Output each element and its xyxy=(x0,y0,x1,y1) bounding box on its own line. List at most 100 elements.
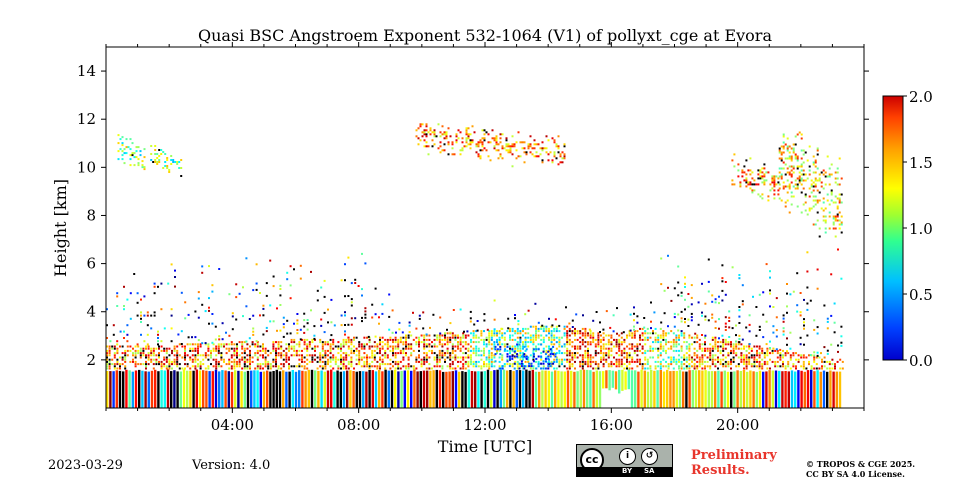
heatmap-cell xyxy=(118,370,122,408)
heatmap-cell xyxy=(399,367,402,370)
heatmap-cell xyxy=(491,129,494,132)
heatmap-cell xyxy=(558,341,561,344)
heatmap-cell xyxy=(537,336,540,339)
heatmap-cell xyxy=(727,354,730,357)
heatmap-cell xyxy=(106,363,108,366)
heatmap-cell xyxy=(508,365,511,368)
heatmap-cell xyxy=(816,179,819,182)
heatmap-cell xyxy=(549,353,552,356)
heatmap-cell xyxy=(455,139,458,142)
heatmap-cell xyxy=(139,347,142,350)
heatmap-cell xyxy=(787,360,790,363)
heatmap-cell xyxy=(384,349,387,352)
heatmap-cell xyxy=(548,360,550,363)
heatmap-cell xyxy=(285,358,288,361)
heatmap-cell xyxy=(624,371,627,390)
heatmap-cell xyxy=(201,271,204,274)
heatmap-cell xyxy=(124,358,127,361)
heatmap-cell xyxy=(587,363,589,366)
heatmap-cell xyxy=(290,354,293,357)
heatmap-cell xyxy=(758,345,761,348)
heatmap-cell xyxy=(470,363,472,366)
heatmap-cell xyxy=(405,354,407,357)
heatmap-cell xyxy=(428,334,431,337)
heatmap-cell xyxy=(511,354,514,357)
heatmap-cell xyxy=(838,199,841,202)
heatmap-cell xyxy=(129,158,132,161)
heatmap-cell xyxy=(504,348,507,351)
heatmap-cell xyxy=(721,277,724,280)
heatmap-cell xyxy=(758,367,761,370)
heatmap-cell xyxy=(262,345,264,348)
heatmap-cell xyxy=(839,367,842,370)
heatmap-cell xyxy=(282,354,285,357)
heatmap-cell xyxy=(381,303,384,306)
heatmap-cell xyxy=(509,345,511,348)
heatmap-cell xyxy=(319,358,322,361)
heatmap-cell xyxy=(280,347,283,350)
heatmap-cell xyxy=(549,365,552,368)
heatmap-cell xyxy=(350,349,353,352)
heatmap-cell xyxy=(646,327,649,330)
heatmap-cell xyxy=(521,141,524,144)
heatmap-cell xyxy=(553,338,556,341)
heatmap-cell xyxy=(198,370,202,408)
heatmap-cell xyxy=(821,365,823,368)
heatmap-cell xyxy=(301,356,303,359)
heatmap-cell xyxy=(701,311,703,314)
heatmap-cell xyxy=(376,343,379,346)
heatmap-cell xyxy=(344,330,346,333)
heatmap-cell xyxy=(535,367,538,370)
heatmap-cell xyxy=(782,314,785,317)
heatmap-cell xyxy=(457,345,459,348)
heatmap-cell xyxy=(197,316,200,319)
heatmap-cell xyxy=(649,332,652,335)
heatmap-cell xyxy=(174,269,176,272)
heatmap-cell xyxy=(816,287,819,290)
heatmap-cell xyxy=(139,363,142,366)
heatmap-cell xyxy=(355,363,358,366)
heatmap-cell xyxy=(444,360,446,363)
heatmap-cell xyxy=(751,177,754,180)
heatmap-cell xyxy=(457,365,459,368)
heatmap-cell xyxy=(548,332,550,335)
heatmap-cell xyxy=(696,356,699,359)
heatmap-cell xyxy=(503,343,506,346)
heatmap-cell xyxy=(516,327,519,330)
heatmap-cell xyxy=(249,345,251,348)
heatmap-cell xyxy=(184,367,186,370)
heatmap-cell xyxy=(443,133,446,136)
heatmap-cell xyxy=(779,352,782,355)
heatmap-cell xyxy=(321,356,324,359)
heatmap-cell xyxy=(164,165,167,167)
heatmap-cell xyxy=(454,345,457,348)
heatmap-cell xyxy=(381,345,384,348)
heatmap-cell xyxy=(524,345,527,348)
heatmap-cell xyxy=(326,370,330,408)
heatmap-cell xyxy=(794,187,797,190)
heatmap-cell xyxy=(303,360,306,363)
heatmap-cell xyxy=(275,365,277,368)
heatmap-cell xyxy=(194,367,197,370)
heatmap-cell xyxy=(374,371,378,408)
heatmap-cell xyxy=(488,354,491,357)
heatmap-cell xyxy=(264,347,267,350)
heatmap-cell xyxy=(340,349,342,352)
heatmap-cell xyxy=(771,349,774,352)
heatmap-cell xyxy=(313,334,316,337)
heatmap-cell xyxy=(202,358,205,361)
heatmap-cell xyxy=(696,349,699,352)
heatmap-cell xyxy=(211,290,214,293)
heatmap-cell xyxy=(378,370,381,408)
heatmap-cell xyxy=(108,358,111,361)
heatmap-cell xyxy=(659,336,662,339)
heatmap-cell xyxy=(701,363,704,366)
heatmap-cell xyxy=(425,354,428,357)
heatmap-cell xyxy=(498,343,501,346)
heatmap-cell xyxy=(574,354,576,357)
heatmap-cell xyxy=(230,371,234,408)
heatmap-cell xyxy=(321,360,324,363)
heatmap-cell xyxy=(323,279,326,282)
heatmap-cell xyxy=(119,365,121,368)
heatmap-cell xyxy=(758,365,761,368)
